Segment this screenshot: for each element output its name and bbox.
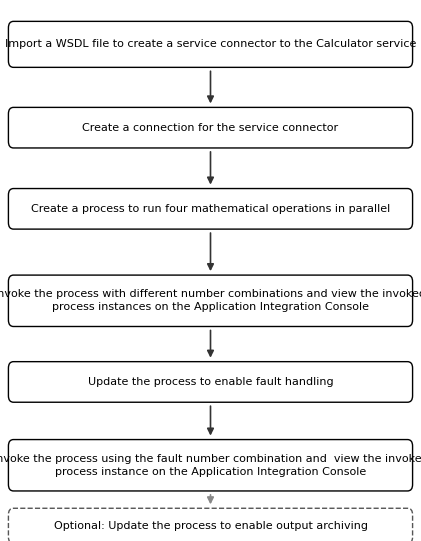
Text: Optional: Update the process to enable output archiving: Optional: Update the process to enable o… — [53, 521, 368, 531]
Text: Invoke the process using the fault number combination and  view the invoked
proc: Invoke the process using the fault numbe… — [0, 454, 421, 477]
FancyBboxPatch shape — [8, 362, 413, 403]
FancyBboxPatch shape — [8, 275, 413, 326]
Text: Create a connection for the service connector: Create a connection for the service conn… — [83, 123, 338, 133]
FancyBboxPatch shape — [8, 189, 413, 229]
Text: Update the process to enable fault handling: Update the process to enable fault handl… — [88, 377, 333, 387]
FancyBboxPatch shape — [8, 439, 413, 491]
Text: Invoke the process with different number combinations and view the invoked
proce: Invoke the process with different number… — [0, 289, 421, 312]
FancyBboxPatch shape — [8, 107, 413, 148]
FancyBboxPatch shape — [8, 22, 413, 67]
Text: Import a WSDL file to create a service connector to the Calculator service: Import a WSDL file to create a service c… — [5, 39, 416, 49]
Text: Create a process to run four mathematical operations in parallel: Create a process to run four mathematica… — [31, 204, 390, 214]
FancyBboxPatch shape — [8, 509, 413, 541]
